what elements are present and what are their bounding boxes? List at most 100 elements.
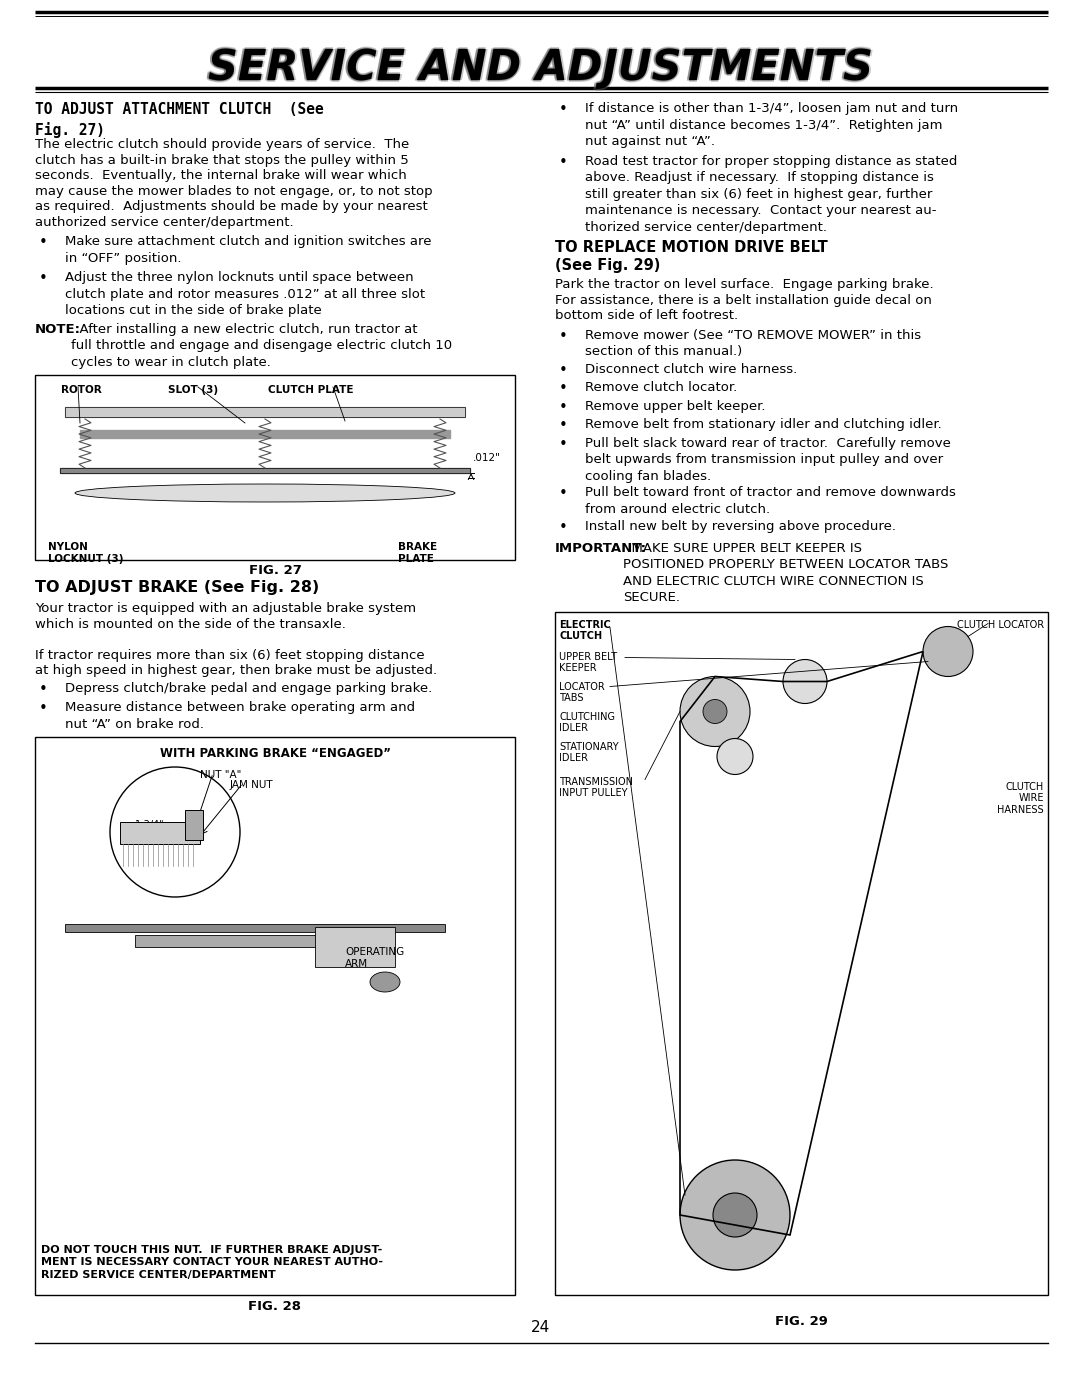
Text: Your tractor is equipped with an adjustable brake system: Your tractor is equipped with an adjusta… — [35, 602, 416, 615]
Text: TO ADJUST BRAKE (See Fig. 28): TO ADJUST BRAKE (See Fig. 28) — [35, 580, 320, 595]
Text: UPPER BELT
KEEPER: UPPER BELT KEEPER — [559, 652, 617, 674]
Bar — [65, 924, 445, 932]
Text: For assistance, there is a belt installation guide decal on: For assistance, there is a belt installa… — [555, 293, 932, 307]
Text: CLUTCHING
IDLER: CLUTCHING IDLER — [559, 711, 615, 733]
Bar — [60, 468, 470, 473]
Text: OPERATING
ARM: OPERATING ARM — [345, 947, 404, 968]
Text: •: • — [39, 235, 48, 250]
Circle shape — [923, 627, 973, 676]
Text: SERVICE AND ADJUSTMENTS: SERVICE AND ADJUSTMENTS — [206, 45, 872, 88]
Text: bottom side of left footrest.: bottom side of left footrest. — [555, 309, 738, 322]
Bar — [120, 822, 200, 844]
Text: •: • — [559, 102, 568, 117]
Bar — [135, 935, 355, 947]
Text: FIG. 29: FIG. 29 — [774, 1314, 827, 1328]
Text: •: • — [39, 271, 48, 286]
Bar — [555, 612, 1048, 1295]
Text: Pull belt slack toward rear of tractor.  Carefully remove
belt upwards from tran: Pull belt slack toward rear of tractor. … — [585, 436, 950, 483]
Circle shape — [680, 1160, 789, 1270]
Text: •: • — [559, 154, 568, 169]
Bar — [315, 927, 395, 967]
Text: TO ADJUST ATTACHMENT CLUTCH  (See
Fig. 27): TO ADJUST ATTACHMENT CLUTCH (See Fig. 27… — [35, 102, 324, 138]
Text: seconds.  Eventually, the internal brake will wear which: seconds. Eventually, the internal brake … — [35, 169, 407, 182]
Text: at high speed in highest gear, then brake must be adjusted.: at high speed in highest gear, then brak… — [35, 664, 437, 676]
Text: •: • — [559, 400, 568, 414]
Text: which is mounted on the side of the transaxle.: which is mounted on the side of the tran… — [35, 617, 346, 631]
Text: Remove clutch locator.: Remove clutch locator. — [585, 381, 738, 395]
Text: MAKE SURE UPPER BELT KEEPER IS
POSITIONED PROPERLY BETWEEN LOCATOR TABS
AND ELEC: MAKE SURE UPPER BELT KEEPER IS POSITIONE… — [623, 542, 948, 604]
Text: Park the tractor on level surface.  Engage parking brake.: Park the tractor on level surface. Engag… — [555, 278, 933, 292]
Text: FIG. 28: FIG. 28 — [248, 1299, 301, 1313]
Text: Measure distance between brake operating arm and
nut “A” on brake rod.: Measure distance between brake operating… — [65, 701, 415, 730]
Text: Install new belt by reversing above procedure.: Install new belt by reversing above proc… — [585, 520, 896, 534]
Text: LOCATOR
TABS: LOCATOR TABS — [559, 682, 605, 703]
Text: Remove mower (See “TO REMOVE MOWER” in this
section of this manual.): Remove mower (See “TO REMOVE MOWER” in t… — [585, 329, 921, 358]
Text: Remove upper belt keeper.: Remove upper belt keeper. — [585, 400, 766, 412]
Text: NUT "A": NUT "A" — [200, 770, 241, 780]
Bar — [185, 810, 203, 840]
Text: SERVICE AND ADJUSTMENTS: SERVICE AND ADJUSTMENTS — [208, 48, 874, 89]
Text: •: • — [39, 701, 48, 716]
Text: SERVICE AND ADJUSTMENTS: SERVICE AND ADJUSTMENTS — [205, 47, 870, 89]
Text: Remove belt from stationary idler and clutching idler.: Remove belt from stationary idler and cl… — [585, 418, 942, 430]
Text: DO NOT TOUCH THIS NUT.  IF FURTHER BRAKE ADJUST-
MENT IS NECESSARY CONTACT YOUR : DO NOT TOUCH THIS NUT. IF FURTHER BRAKE … — [41, 1244, 383, 1280]
Text: .012": .012" — [473, 452, 501, 463]
Text: clutch has a built-in brake that stops the pulley within 5: clutch has a built-in brake that stops t… — [35, 154, 408, 166]
Text: The electric clutch should provide years of service.  The: The electric clutch should provide years… — [35, 138, 409, 151]
Bar — [35, 375, 515, 560]
Text: 1-3/4": 1-3/4" — [135, 820, 165, 830]
Ellipse shape — [75, 484, 455, 502]
Text: SERVICE AND ADJUSTMENTS: SERVICE AND ADJUSTMENTS — [210, 47, 875, 89]
Text: BRAKE
PLATE: BRAKE PLATE — [399, 542, 437, 564]
Bar — [65, 407, 465, 417]
Text: Adjust the three nylon locknuts until space between
clutch plate and rotor measu: Adjust the three nylon locknuts until sp… — [65, 271, 426, 318]
Text: CLUTCH
WIRE
HARNESS: CLUTCH WIRE HARNESS — [997, 781, 1044, 815]
Text: TRANSMISSION
INPUT PULLEY: TRANSMISSION INPUT PULLEY — [559, 777, 633, 797]
Text: ELECTRIC
CLUTCH: ELECTRIC CLUTCH — [559, 620, 611, 641]
Text: SERVICE AND ADJUSTMENTS: SERVICE AND ADJUSTMENTS — [207, 45, 873, 87]
Bar — [80, 430, 450, 439]
Text: •: • — [559, 485, 568, 500]
Text: Road test tractor for proper stopping distance as stated
above. Readjust if nece: Road test tractor for proper stopping di… — [585, 154, 957, 234]
Text: •: • — [559, 329, 568, 344]
Text: Disconnect clutch wire harness.: Disconnect clutch wire harness. — [585, 363, 797, 375]
Text: SERVICE AND ADJUSTMENTS: SERVICE AND ADJUSTMENTS — [207, 47, 873, 89]
Text: CLUTCH LOCATOR: CLUTCH LOCATOR — [957, 620, 1044, 630]
Circle shape — [713, 1194, 757, 1238]
Text: •: • — [559, 520, 568, 535]
Circle shape — [717, 738, 753, 774]
Text: SERVICE AND ADJUSTMENTS: SERVICE AND ADJUSTMENTS — [207, 49, 873, 91]
Text: Make sure attachment clutch and ignition switches are
in “OFF” position.: Make sure attachment clutch and ignition… — [65, 235, 432, 264]
Text: •: • — [39, 682, 48, 697]
Text: WITH PARKING BRAKE “ENGAGED”: WITH PARKING BRAKE “ENGAGED” — [160, 747, 391, 760]
Text: FIG. 27: FIG. 27 — [248, 564, 301, 578]
Text: ROTOR: ROTOR — [60, 385, 102, 395]
Text: 24: 24 — [530, 1320, 550, 1335]
Text: SERVICE AND ADJUSTMENTS: SERVICE AND ADJUSTMENTS — [208, 45, 874, 88]
Text: SLOT (3): SLOT (3) — [168, 385, 218, 395]
Bar — [65, 407, 465, 417]
Circle shape — [680, 676, 750, 747]
Ellipse shape — [370, 972, 400, 991]
Bar — [60, 468, 470, 473]
Circle shape — [783, 660, 827, 704]
Text: •: • — [559, 363, 568, 378]
Text: •: • — [559, 418, 568, 433]
Text: After installing a new electric clutch, run tractor at
full throttle and engage : After installing a new electric clutch, … — [71, 323, 453, 369]
Text: IMPORTANT:: IMPORTANT: — [555, 542, 647, 554]
Text: If distance is other than 1-3/4”, loosen jam nut and turn
nut “A” until distance: If distance is other than 1-3/4”, loosen… — [585, 102, 958, 148]
Text: TO REPLACE MOTION DRIVE BELT: TO REPLACE MOTION DRIVE BELT — [555, 241, 827, 254]
Circle shape — [110, 767, 240, 897]
Bar — [35, 737, 515, 1295]
Text: If tractor requires more than six (6) feet stopping distance: If tractor requires more than six (6) fe… — [35, 649, 424, 661]
Text: CLUTCH PLATE: CLUTCH PLATE — [268, 385, 353, 395]
Text: authorized service center/department.: authorized service center/department. — [35, 216, 294, 228]
Text: NOTE:: NOTE: — [35, 323, 81, 336]
Text: Pull belt toward front of tractor and remove downwards
from around electric clut: Pull belt toward front of tractor and re… — [585, 485, 956, 516]
Text: as required.  Adjustments should be made by your nearest: as required. Adjustments should be made … — [35, 199, 428, 213]
Text: (See Fig. 29): (See Fig. 29) — [555, 258, 660, 274]
Text: NYLON
LOCKNUT (3): NYLON LOCKNUT (3) — [48, 542, 123, 564]
Text: JAM NUT: JAM NUT — [230, 780, 273, 791]
Circle shape — [703, 700, 727, 723]
Text: •: • — [559, 436, 568, 451]
